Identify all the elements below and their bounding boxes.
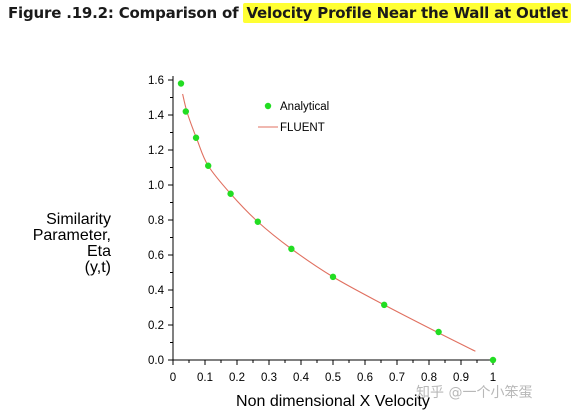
watermark: 知乎 @一个小笨蛋 — [416, 385, 533, 401]
analytical-data-point — [177, 80, 185, 87]
y-tick-label: 0.6 — [148, 250, 164, 262]
legend-label-analytical: Analytical — [280, 101, 329, 113]
analytical-data-point — [489, 356, 497, 364]
analytical-data-point — [254, 218, 261, 225]
analytical-data-point — [435, 328, 442, 336]
x-tick-label: 0.4 — [293, 372, 310, 384]
x-tick-label: 0.1 — [197, 372, 213, 384]
y-tick-label: 0.8 — [148, 215, 164, 227]
figure-title-highlight: Velocity Profile Near the Wall at Outlet — [243, 3, 571, 23]
x-tick-label: 0.2 — [229, 372, 245, 384]
analytical-data-point — [329, 273, 337, 281]
y-axis-label-line-1: Similarity — [46, 211, 111, 228]
y-tick-label: 0.2 — [148, 320, 164, 332]
legend-marker-analytical — [264, 102, 272, 110]
analytical-data-point — [227, 190, 234, 197]
y-axis-label-line-2: Parameter, — [32, 227, 111, 244]
analytical-data-point — [205, 162, 212, 169]
x-tick-label: 1 — [490, 372, 496, 384]
plot-area — [177, 80, 497, 364]
y-tick-label: 1.4 — [148, 110, 165, 122]
analytical-data-point — [192, 134, 200, 141]
x-tick-label: 0.3 — [261, 372, 277, 384]
analytical-data-point — [288, 245, 295, 253]
legend: Analytical FLUENT — [258, 101, 329, 134]
x-tick-label: 0 — [170, 372, 176, 384]
x-tick-label: 0.8 — [421, 372, 437, 384]
axes: 0 0.1 0.2 0.3 0.4 0.5 0.6 0.7 0.8 0.9 1 0.0 0.2 0.4 0.… — [148, 75, 496, 384]
figure-title-prefix: Figure .19.2: Comparison of — [8, 4, 244, 22]
y-axis-label-line-3: Eta — [86, 243, 111, 260]
figure-title: Figure .19.2: Comparison of Velocity Pro… — [8, 3, 571, 23]
analytical-data-point — [381, 301, 388, 309]
legend-label-fluent: FLUENT — [280, 122, 325, 134]
y-tick-label: 1.6 — [148, 75, 164, 87]
x-axis-label: Non dimensional X Velocity — [236, 393, 430, 410]
x-tick-label: 0.7 — [389, 372, 405, 384]
y-axis-label: Similarity Parameter, Eta (y,t) — [8, 212, 111, 276]
fluent-series-line — [182, 93, 476, 352]
x-tick-label: 0.5 — [325, 372, 341, 384]
y-tick-label: 1.2 — [148, 145, 164, 157]
x-tick-label: 0.9 — [453, 372, 469, 384]
y-tick-label: 1.0 — [148, 180, 164, 192]
analytical-data-point — [182, 108, 189, 115]
y-tick-label: 0.4 — [148, 285, 165, 297]
y-axis-label-line-4: (y,t) — [84, 259, 111, 276]
y-tick-label: 0.0 — [148, 355, 164, 367]
x-tick-label: 0.6 — [357, 372, 373, 384]
